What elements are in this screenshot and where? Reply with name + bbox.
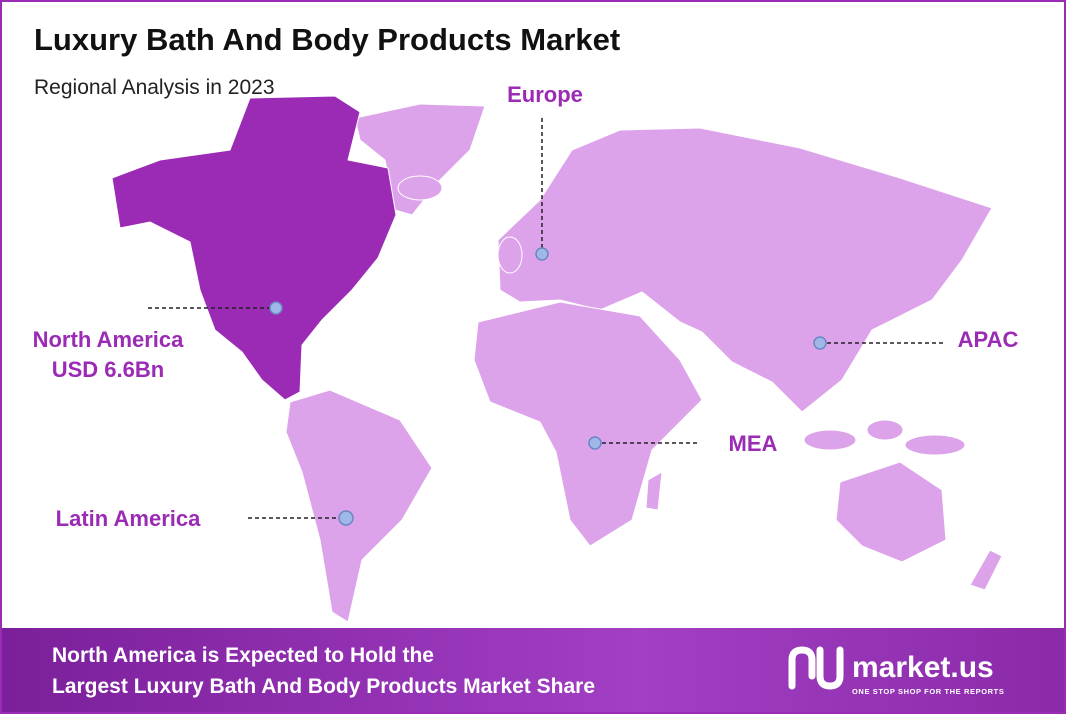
north-america [111, 95, 397, 401]
logo-tagline: ONE STOP SHOP FOR THE REPORTS [852, 687, 1004, 696]
island [803, 429, 857, 451]
marker [588, 436, 602, 450]
subtitle: Regional Analysis in 2023 [34, 76, 275, 99]
marker [338, 510, 354, 526]
new-zealand [969, 549, 1003, 591]
marker [813, 336, 827, 350]
madagascar [645, 471, 663, 511]
logo-name: market.us [852, 651, 994, 684]
south-america [285, 389, 433, 623]
island [904, 434, 966, 456]
region-label: North America [33, 327, 185, 352]
region-label: APAC [958, 327, 1019, 352]
region-label: Europe [507, 82, 583, 107]
callouts: Europe North America USD 6.6Bn APAC MEA … [33, 82, 1019, 531]
world-map [111, 95, 1003, 623]
footer-line: Largest Luxury Bath And Body Products Ma… [52, 675, 595, 698]
marker [535, 247, 549, 261]
australia [835, 461, 947, 563]
marker [269, 301, 283, 315]
footer-line: North America is Expected to Hold the [52, 644, 434, 667]
iceland [397, 175, 443, 201]
footer-band [2, 628, 1064, 712]
island [866, 419, 904, 441]
region-label: Latin America [56, 506, 201, 531]
logo: market.us ONE STOP SHOP FOR THE REPORTS [788, 646, 1004, 696]
title: Luxury Bath And Body Products Market [34, 22, 620, 57]
africa [473, 301, 703, 547]
region-value: USD 6.6Bn [52, 357, 164, 382]
footer: North America is Expected to Hold the La… [2, 628, 1064, 712]
region-label: MEA [729, 431, 778, 456]
logo-mark [788, 646, 844, 690]
uk [497, 236, 523, 274]
